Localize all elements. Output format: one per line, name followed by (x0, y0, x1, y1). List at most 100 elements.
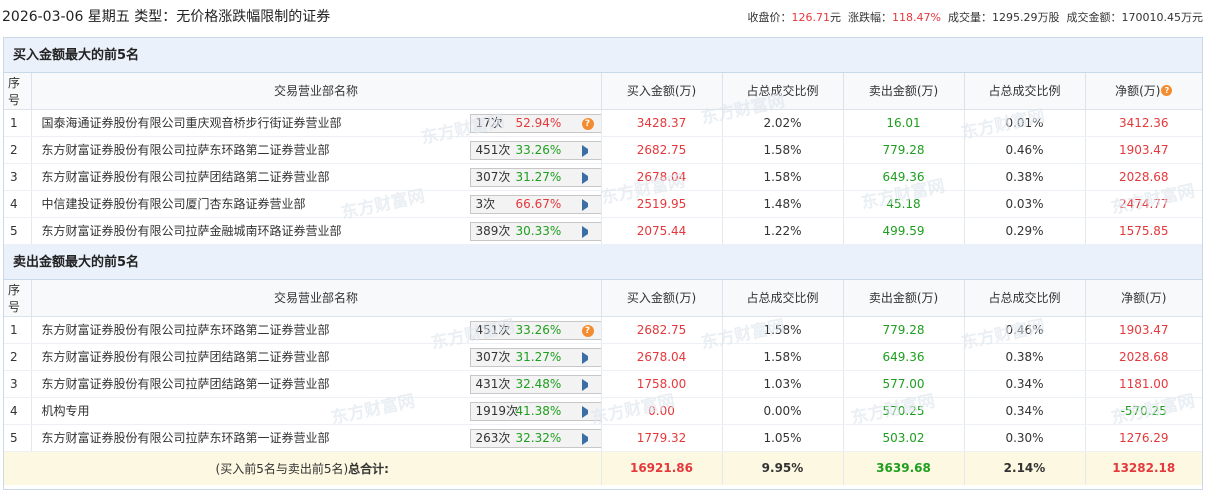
branch-cell: 东方财富证券股份有限公司拉萨金融城南环路证券营业部 389次 30.33% (31, 217, 602, 245)
sell-amount: 649.36 (843, 163, 965, 191)
row-index: 4 (4, 190, 32, 218)
row-index: 2 (4, 343, 32, 371)
sell-table: 序号 交易营业部名称 买入金额(万) 占总成交比例 卖出金额(万) 占总成交比例… (4, 280, 1202, 485)
history-badge[interactable]: 263次 32.32% (469, 428, 600, 448)
net-amount: 1181.00 (1085, 370, 1202, 398)
branch-name-link[interactable]: 东方财富证券股份有限公司拉萨团结路第二证券营业部 (41, 170, 330, 184)
branch-name-link[interactable]: 东方财富证券股份有限公司拉萨团结路第一证券营业部 (41, 377, 330, 391)
net-amount: -570.25 (1085, 397, 1202, 425)
appearance-count: 17次 (475, 115, 503, 130)
table-row: 2 东方财富证券股份有限公司拉萨东环路第二证券营业部 451次 33.26% 2682.… (4, 136, 1202, 164)
buy-section-title: 买入金额最大的前5名 (4, 38, 1202, 73)
buy-pct: 1.03% (722, 370, 844, 398)
col-name-header: 交易营业部名称 (31, 73, 602, 110)
question-icon[interactable]: ? (1161, 85, 1173, 97)
question-icon[interactable]: ? (581, 324, 594, 337)
net-amount: 1276.29 (1085, 424, 1202, 452)
quote-stats: 收盘价：126.71元 涨跌幅：118.47% 成交量：1295.29万股 成交… (748, 9, 1203, 25)
arrow-right-icon[interactable] (581, 378, 594, 391)
sell-pct: 0.38% (964, 163, 1086, 191)
history-badge[interactable]: 451次 33.26%? (469, 320, 600, 340)
volume-value: 1295.29万股 (992, 11, 1060, 24)
history-badge[interactable]: 389次 30.33% (469, 221, 600, 241)
col-sell-pct-header[interactable]: 占总成交比例 (964, 73, 1086, 110)
change-label: 涨跌幅： (848, 11, 893, 24)
history-badge[interactable]: 3次 66.67% (469, 194, 600, 214)
table-row: 4 机构专用 1919次41.38% 0.00 0.00% 570.25 0.34% -570… (4, 397, 1202, 425)
amount-value: 170010.45万元 (1121, 11, 1204, 24)
branch-name-link[interactable]: 国泰海通证券股份有限公司重庆观音桥步行街证券营业部 (41, 116, 342, 130)
appearance-count: 263次 (475, 430, 511, 445)
total-sell-pct: 2.14% (964, 451, 1086, 485)
appearance-count: 3次 (475, 196, 496, 211)
col-net-header[interactable]: 净额(万) (1085, 280, 1202, 317)
history-badge[interactable]: 431次 32.48% (469, 374, 600, 394)
history-badge[interactable]: 17次 52.94%? (469, 113, 600, 133)
buy-amount: 1779.32 (601, 424, 723, 452)
branch-name-link[interactable]: 东方财富证券股份有限公司拉萨东环路第二证券营业部 (41, 323, 330, 337)
arrow-right-icon[interactable] (581, 144, 594, 157)
arrow-right-icon[interactable] (581, 171, 594, 184)
sell-pct: 0.46% (964, 136, 1086, 164)
branch-name-link[interactable]: 东方财富证券股份有限公司拉萨东环路第二证券营业部 (41, 143, 330, 157)
sell-section-title: 卖出金额最大的前5名 (4, 245, 1202, 280)
arrow-right-icon[interactable] (581, 225, 594, 238)
row-index: 3 (4, 163, 32, 191)
sell-table-header: 序号 交易营业部名称 买入金额(万) 占总成交比例 卖出金额(万) 占总成交比例… (4, 280, 1202, 317)
sell-pct: 0.29% (964, 217, 1086, 245)
sell-top5-section: 卖出金额最大的前5名 序号 交易营业部名称 买入金额(万) 占总成交比例 卖出金… (3, 245, 1203, 490)
total-row: (买入前5名与卖出前5名)总合计: 16921.86 9.95% 3639.68… (4, 451, 1202, 485)
history-badge[interactable]: 1919次41.38% (469, 401, 600, 421)
buy-amount: 2678.04 (601, 343, 723, 371)
col-sell-pct-header[interactable]: 占总成交比例 (964, 280, 1086, 317)
appearance-count: 1919次 (475, 403, 519, 418)
arrow-right-icon[interactable] (581, 351, 594, 364)
branch-name-link[interactable]: 东方财富证券股份有限公司拉萨团结路第二证券营业部 (41, 350, 330, 364)
branch-cell: 东方财富证券股份有限公司拉萨团结路第二证券营业部 307次 31.27% (31, 163, 602, 191)
branch-name-link[interactable]: 中信建投证券股份有限公司厦门杏东路证券营业部 (41, 197, 306, 211)
col-net-header[interactable]: 净额(万)? (1085, 73, 1202, 110)
question-icon[interactable]: ? (581, 117, 594, 130)
net-amount: 2028.68 (1085, 343, 1202, 371)
history-badge[interactable]: 451次 33.26% (469, 140, 600, 160)
success-rate: 41.38% (515, 403, 562, 418)
col-buy-pct-header[interactable]: 占总成交比例 (722, 73, 844, 110)
close-price-value: 126.71 (791, 11, 831, 24)
branch-cell: 东方财富证券股份有限公司拉萨东环路第一证券营业部 263次 32.32% (31, 424, 602, 452)
arrow-right-icon[interactable] (581, 405, 594, 418)
col-buy-header[interactable]: 买入金额(万) (601, 73, 723, 110)
col-idx-header: 序号 (4, 280, 32, 317)
buy-pct: 1.22% (722, 217, 844, 245)
sell-amount: 577.00 (843, 370, 965, 398)
net-amount: 1575.85 (1085, 217, 1202, 245)
total-net: 13282.18 (1085, 451, 1202, 485)
buy-amount: 2519.95 (601, 190, 723, 218)
row-index: 1 (4, 109, 32, 137)
arrow-right-icon[interactable] (581, 198, 594, 211)
col-buy-pct-header[interactable]: 占总成交比例 (722, 280, 844, 317)
table-row: 5 东方财富证券股份有限公司拉萨东环路第一证券营业部 263次 32.32% 1779.… (4, 424, 1202, 452)
branch-name-link[interactable]: 东方财富证券股份有限公司拉萨金融城南环路证券营业部 (41, 224, 342, 238)
history-badge[interactable]: 307次 31.27% (469, 347, 600, 367)
arrow-right-icon[interactable] (581, 432, 594, 445)
col-sell-header[interactable]: 卖出金额(万) (843, 280, 965, 317)
sell-table-body: 1 东方财富证券股份有限公司拉萨东环路第二证券营业部 451次 33.26%? 2682… (4, 316, 1202, 452)
total-buy: 16921.86 (601, 451, 723, 485)
sell-pct: 0.46% (964, 316, 1086, 344)
appearance-count: 307次 (475, 349, 511, 364)
col-sell-header[interactable]: 卖出金额(万) (843, 73, 965, 110)
page-title: 2026-03-06 星期五 类型：无价格涨跌幅限制的证券 (2, 9, 331, 25)
success-rate: 66.67% (515, 196, 562, 211)
col-buy-header[interactable]: 买入金额(万) (601, 280, 723, 317)
net-amount: 3412.36 (1085, 109, 1202, 137)
branch-name-link[interactable]: 机构专用 (41, 404, 90, 418)
branch-cell: 国泰海通证券股份有限公司重庆观音桥步行街证券营业部 17次 52.94%? (31, 109, 602, 137)
table-row: 5 东方财富证券股份有限公司拉萨金融城南环路证券营业部 389次 30.33% 2075… (4, 217, 1202, 245)
buy-pct: 1.58% (722, 136, 844, 164)
branch-name-link[interactable]: 东方财富证券股份有限公司拉萨东环路第一证券营业部 (41, 431, 330, 445)
history-badge[interactable]: 307次 31.27% (469, 167, 600, 187)
col-name-header: 交易营业部名称 (31, 280, 602, 317)
row-index: 5 (4, 424, 32, 452)
buy-table: 序号 交易营业部名称 买入金额(万) 占总成交比例 卖出金额(万) 占总成交比例… (4, 73, 1202, 245)
sell-pct: 0.38% (964, 343, 1086, 371)
